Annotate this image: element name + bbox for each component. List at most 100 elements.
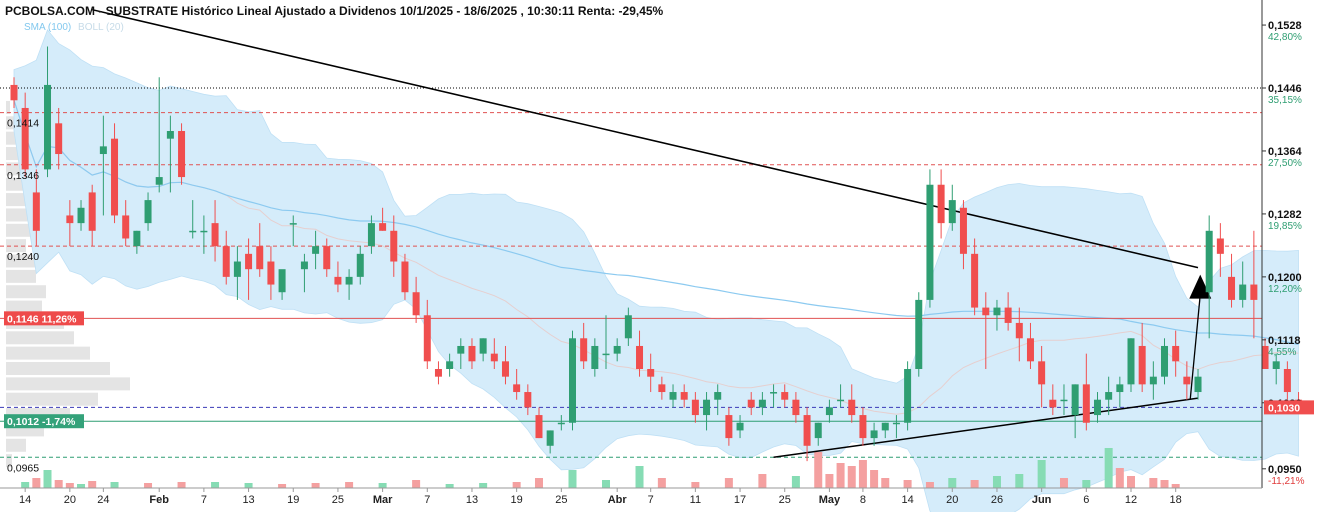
candle-body	[959, 207, 967, 254]
x-tick-label: 20	[64, 494, 76, 506]
candle-body	[390, 230, 398, 262]
indicator-legend[interactable]: SMA (100) BOLL (20)	[24, 22, 124, 33]
candle-body	[881, 422, 889, 431]
volume-bar	[512, 482, 521, 488]
candle-body	[10, 84, 18, 101]
x-tick-label: 7	[648, 494, 654, 506]
volume-bar	[814, 452, 823, 488]
x-tick-label: 25	[332, 494, 344, 506]
candle-body	[356, 253, 364, 277]
candle-body	[300, 261, 308, 270]
candle-body	[256, 246, 264, 270]
candle-body	[1172, 345, 1180, 362]
volume-profile-bar	[6, 285, 46, 299]
x-tick-label: 12	[1125, 494, 1137, 506]
y-tick-label: 0,1282	[1268, 209, 1302, 221]
candle-body	[479, 338, 487, 354]
candlesticks	[10, 46, 1303, 462]
x-tick-label: 20	[946, 494, 958, 506]
candle-body	[658, 384, 666, 393]
candle-body	[1004, 307, 1012, 323]
candle-body	[1105, 392, 1113, 400]
last-price-badge	[1264, 400, 1314, 415]
candle-body	[401, 261, 409, 293]
x-tick-label: 19	[511, 494, 523, 506]
x-tick-label: 24	[97, 494, 109, 506]
volume-profile-bar	[6, 331, 74, 345]
volume-profile-bar	[6, 377, 130, 391]
volume-bar	[1160, 480, 1169, 488]
candle-body	[736, 422, 744, 431]
candle-body	[1038, 361, 1046, 385]
x-tick-label: 17	[734, 494, 746, 506]
volume-bar	[925, 482, 934, 488]
candle-body	[1272, 361, 1280, 369]
candle-body	[55, 123, 63, 155]
candle-body	[166, 131, 174, 139]
volume-profile-bar	[6, 131, 16, 145]
candle-body	[859, 415, 867, 439]
candle-body	[468, 345, 476, 362]
volume-bar	[77, 484, 86, 488]
volume-bar	[1015, 474, 1024, 488]
legend-sma[interactable]: SMA (100)	[24, 22, 72, 33]
volume-bar	[110, 482, 119, 488]
candle-body	[289, 223, 297, 225]
level-badges: 0,1414 0,1346 0,1240 0,1146 11,26% 0,1012 -1…	[4, 118, 1314, 474]
x-tick-label: 25	[555, 494, 567, 506]
candle-body	[691, 399, 699, 416]
x-tick-label: 6	[1083, 494, 1089, 506]
candle-body	[703, 399, 711, 416]
candle-body	[993, 307, 1001, 316]
volume-bar	[534, 478, 543, 488]
x-tick-label: 18	[1170, 494, 1182, 506]
x-tick-label: 25	[779, 494, 791, 506]
candle-body	[1082, 384, 1090, 423]
candle-body	[1216, 238, 1224, 254]
bollinger-middle-line	[13, 100, 1299, 415]
volume-bar	[992, 476, 1001, 488]
candle-body	[513, 384, 521, 393]
candle-body	[457, 345, 465, 354]
y-tick-percent: 19,85%	[1268, 221, 1302, 232]
y-tick-percent: -11,21%	[1268, 476, 1305, 487]
volume-bar	[144, 483, 153, 488]
volume-profile-bar	[6, 438, 26, 452]
volume-bar	[825, 474, 834, 488]
candle-body	[44, 84, 52, 170]
volume-profile-bar	[6, 254, 40, 268]
x-tick-label: May	[819, 494, 841, 506]
volume-bar	[378, 483, 387, 488]
candle-body	[569, 338, 576, 423]
volume-bar	[602, 480, 611, 488]
volume-bar	[32, 478, 41, 488]
volume-bar	[445, 484, 454, 488]
volume-profile-bar	[6, 454, 12, 468]
level-badge-label: 0,1012 -1,74%	[7, 416, 76, 428]
volume-bar	[88, 481, 97, 488]
candle-body	[278, 269, 286, 293]
candle-body	[99, 146, 107, 155]
candle-body	[144, 200, 152, 224]
candle-body	[1015, 322, 1023, 339]
volume-bar	[177, 482, 186, 488]
legend-boll[interactable]: BOLL (20)	[78, 22, 124, 33]
volume-bar	[724, 478, 733, 488]
volume-bar	[635, 466, 644, 488]
volume-bar	[691, 482, 700, 488]
volume-bar	[1059, 478, 1068, 488]
candle-body	[245, 253, 253, 270]
candle-body	[21, 107, 29, 170]
candle-body	[1261, 345, 1269, 369]
x-tick-label: Abr	[608, 494, 628, 506]
candle-body	[591, 345, 599, 369]
volume-bar	[948, 478, 957, 488]
x-tick-label: 7	[201, 494, 207, 506]
volume-bar	[1082, 480, 1091, 488]
candle-body	[892, 422, 900, 425]
volume-bars	[21, 448, 1180, 488]
candle-body	[1228, 276, 1236, 300]
candle-body	[870, 430, 878, 439]
volume-profile-bar	[6, 208, 32, 222]
volume-bar	[881, 478, 890, 488]
